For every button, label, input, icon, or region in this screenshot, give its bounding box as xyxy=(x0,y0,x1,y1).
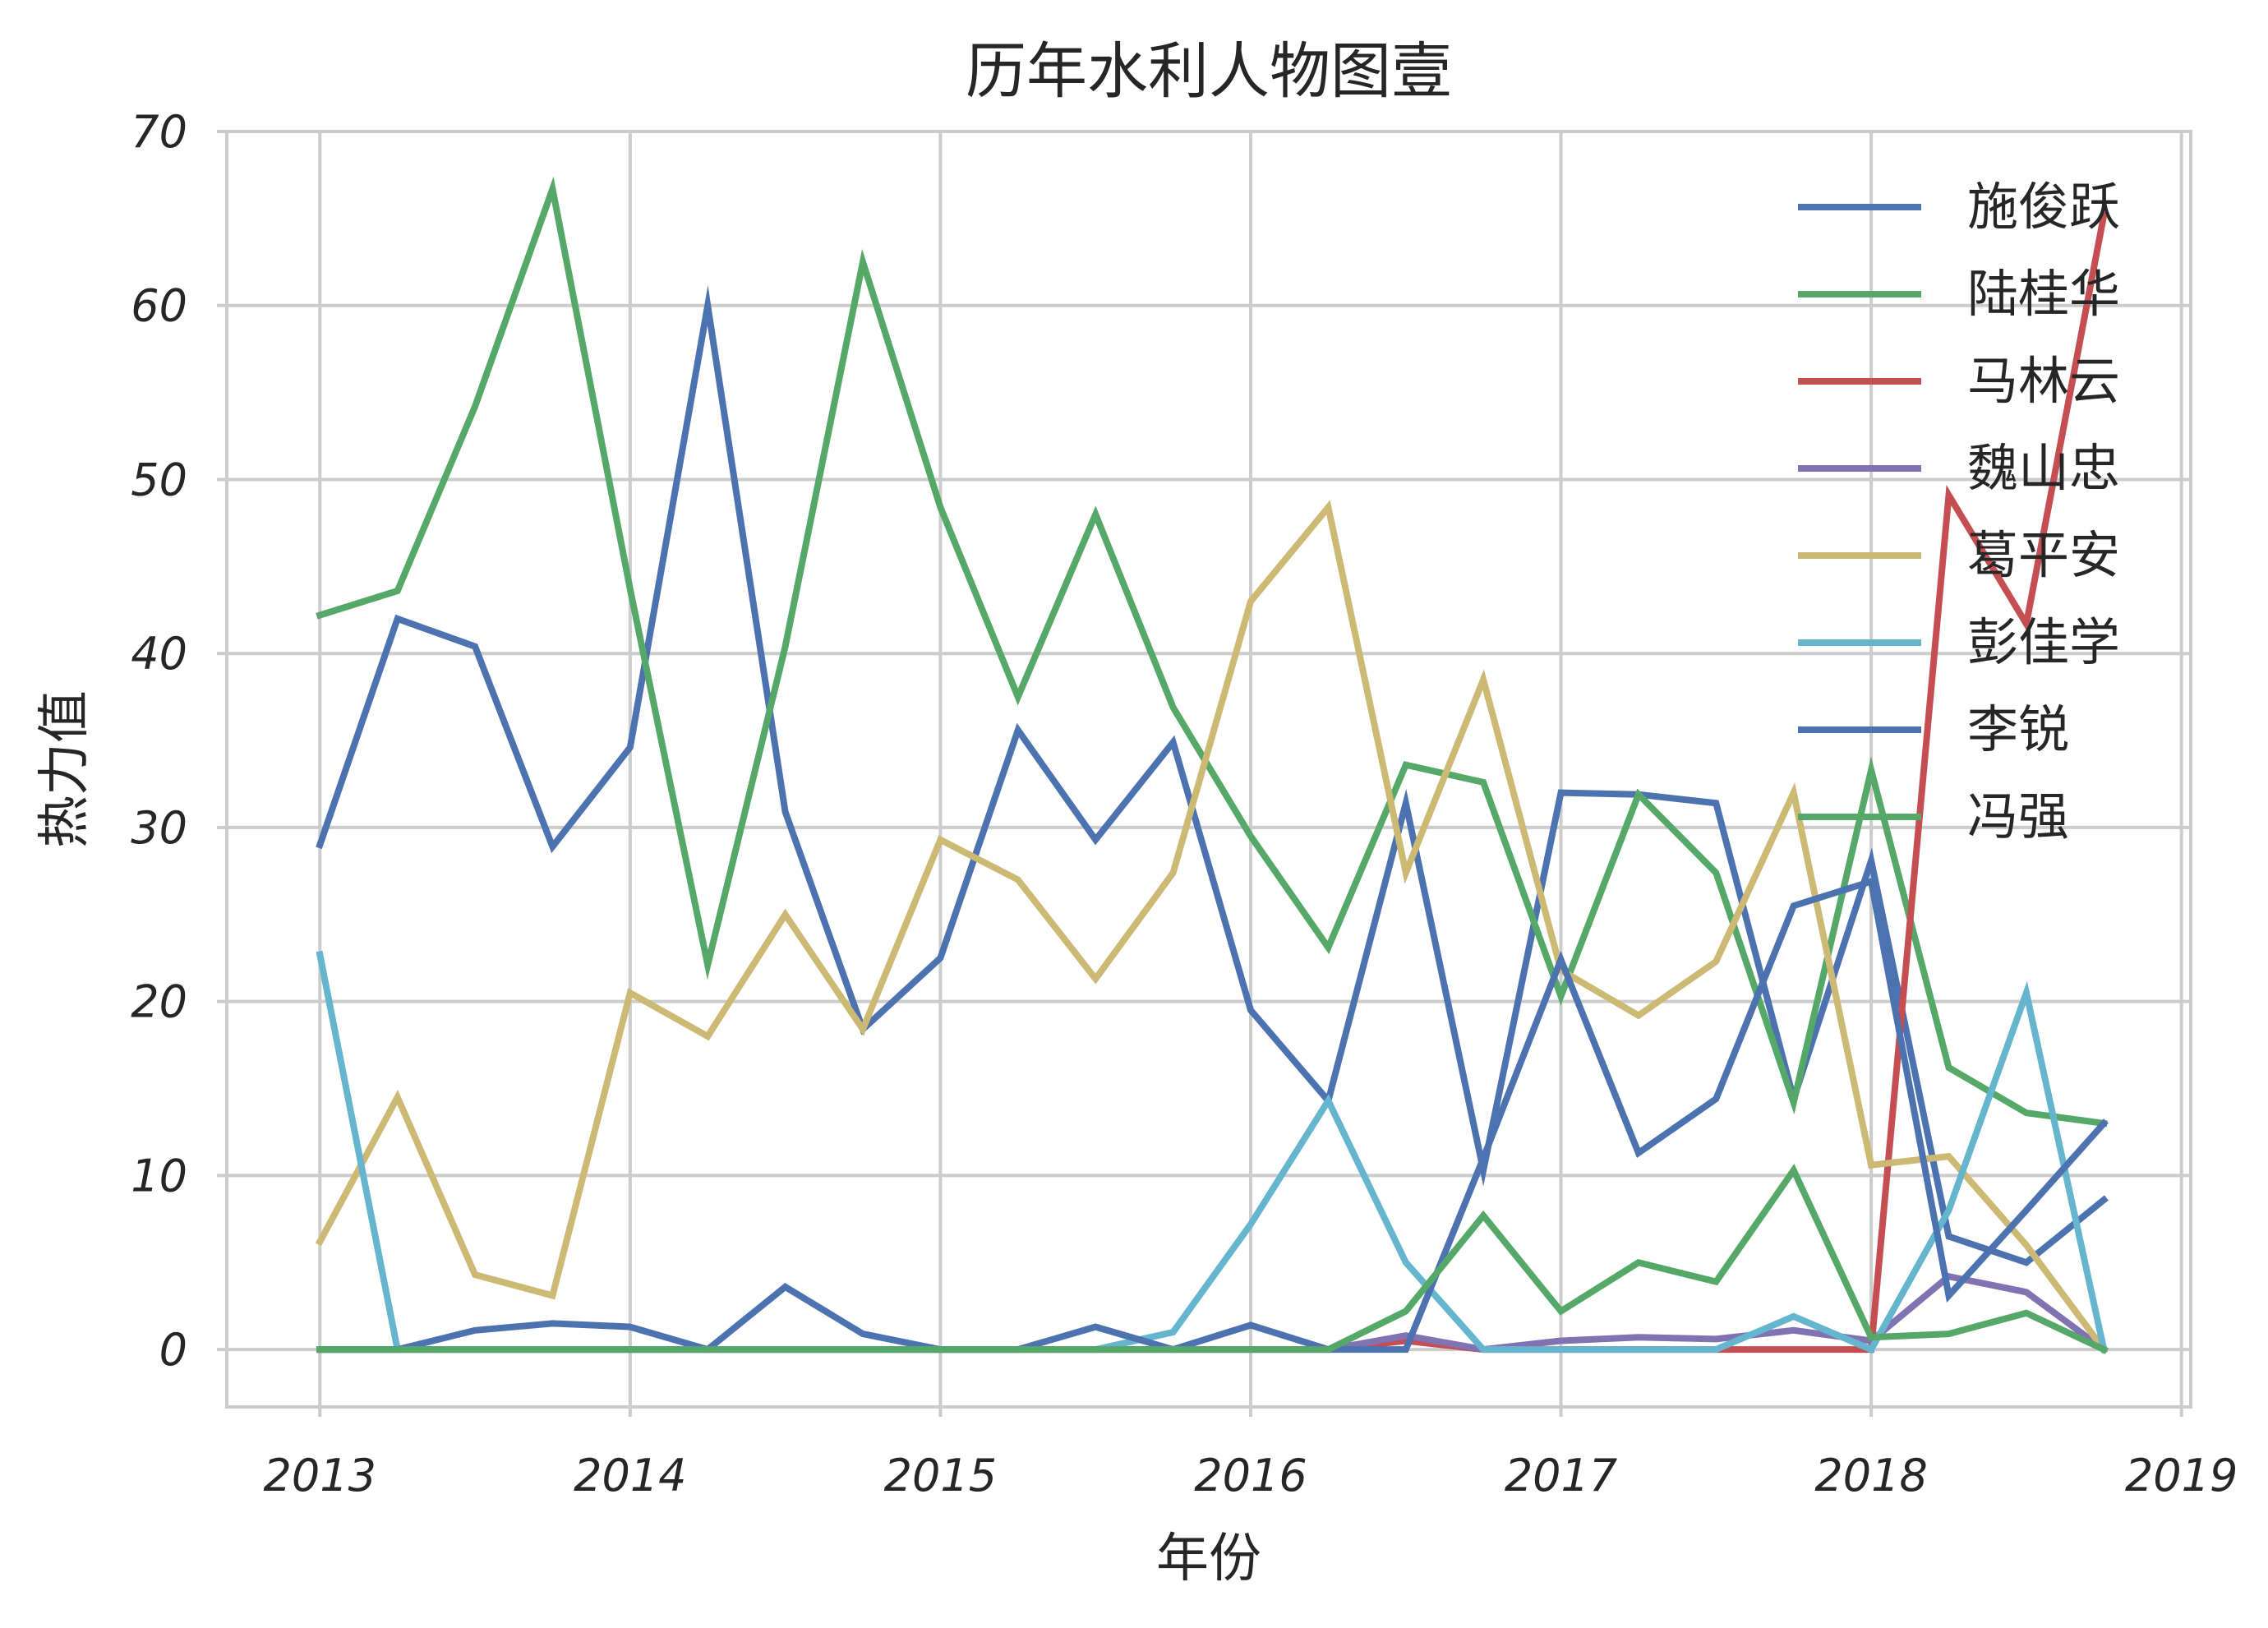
y-tick-label: 50 xyxy=(131,454,187,505)
x-axis-title: 年份 xyxy=(1156,1529,1261,1589)
x-tick-label: 2017 xyxy=(1505,1450,1617,1501)
x-tick-label: 2013 xyxy=(264,1450,376,1501)
series-line-7 xyxy=(316,877,2109,1354)
x-tick-label: 2018 xyxy=(1814,1450,1927,1501)
y-tick-label: 20 xyxy=(131,976,187,1028)
x-tick-labels: 2013 2014 2015 2016 2017 2018 2019 xyxy=(264,1450,2238,1501)
x-tick-label: 2016 xyxy=(1194,1450,1307,1501)
legend-label: 魏山忠 xyxy=(1967,438,2120,498)
series-lines xyxy=(315,176,2109,1354)
plot-frame xyxy=(225,130,2192,1409)
y-tick-label: 60 xyxy=(131,280,187,332)
y-tick-label: 40 xyxy=(131,628,187,680)
legend-label: 李锐 xyxy=(1967,699,2069,759)
y-tick-label: 30 xyxy=(131,802,187,854)
y-tick-label: 70 xyxy=(131,106,187,158)
x-tick-label: 2014 xyxy=(574,1450,686,1501)
series-line-8 xyxy=(316,1163,2109,1354)
legend-label: 施俊跃 xyxy=(1967,177,2120,237)
legend-label: 葛平安 xyxy=(1967,525,2120,585)
legend-label: 冯强 xyxy=(1967,786,2069,846)
legend-label: 陆桂华 xyxy=(1967,264,2120,324)
legend-label: 马林云 xyxy=(1967,351,2120,411)
y-tick-label: 0 xyxy=(159,1324,187,1376)
y-tick-label: 10 xyxy=(131,1150,187,1201)
chart-title: 历年水利人物图壹 xyxy=(966,36,1452,107)
x-tick-label: 2015 xyxy=(884,1450,997,1501)
y-tick-labels: 0 10 20 30 40 50 60 70 xyxy=(131,106,187,1376)
series-line-2 xyxy=(316,176,2108,1128)
legend-label: 彭佳学 xyxy=(1967,612,2120,672)
x-tick-label: 2019 xyxy=(2125,1450,2238,1501)
y-axis-title: 热力值 xyxy=(35,690,95,848)
series-line-5 xyxy=(315,500,2109,1354)
